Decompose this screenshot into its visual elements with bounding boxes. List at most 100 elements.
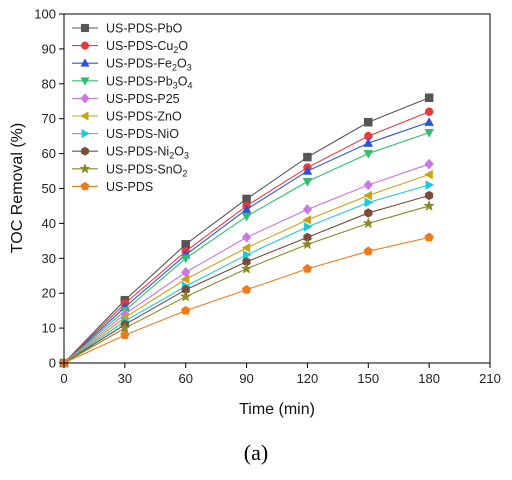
- data-point: [181, 305, 191, 315]
- data-point: [424, 129, 434, 138]
- y-tick-label: 100: [34, 7, 56, 22]
- legend-label-text: US-PDS-Pb: [106, 74, 173, 88]
- legend-marker: [80, 77, 90, 86]
- legend-marker: [80, 41, 90, 50]
- legend-marker: [81, 128, 90, 139]
- data-point: [424, 107, 434, 116]
- data-point: [240, 262, 253, 274]
- data-point: [424, 117, 434, 126]
- data-point: [364, 197, 374, 208]
- x-tick-label: 0: [60, 371, 67, 386]
- data-point: [241, 231, 252, 243]
- legend-item: US-PDS-Cu2O: [72, 39, 188, 55]
- data-point: [363, 138, 374, 147]
- x-tick-label: 150: [357, 371, 379, 386]
- y-tick-label: 70: [42, 111, 56, 126]
- legend-label-text: US-PDS-NiO: [106, 127, 179, 141]
- data-point: [362, 217, 375, 229]
- legend-label-text: US-PDS-P25: [106, 92, 180, 106]
- y-tick-label: 30: [42, 251, 56, 266]
- legend-item: US-PDS: [72, 180, 153, 194]
- data-point: [424, 232, 434, 242]
- x-tick-label: 60: [178, 371, 192, 386]
- data-point: [424, 169, 433, 180]
- data-point: [242, 249, 252, 260]
- series-US-PDS-P25: [59, 158, 434, 369]
- legend-item: US-PDS-SnO2: [72, 162, 187, 178]
- legend-marker: [80, 23, 90, 33]
- data-point: [241, 243, 251, 253]
- legend: US-PDS-PbOUS-PDS-Cu2OUS-PDS-Fe2O3US-PDS-…: [72, 22, 192, 194]
- data-point: [363, 149, 374, 159]
- legend-label-subscript: 3: [173, 80, 178, 90]
- data-point: [120, 330, 130, 340]
- legend-label: US-PDS-NiO: [106, 127, 179, 141]
- legend-label-subscript: 2: [169, 151, 174, 161]
- data-point: [363, 179, 374, 191]
- legend-item: US-PDS-Ni2O3: [72, 145, 189, 161]
- legend-label-text: US-PDS-SnO: [106, 162, 183, 176]
- legend-marker: [79, 162, 91, 174]
- legend-label-subscript: 3: [187, 63, 192, 73]
- series-line: [63, 205, 430, 364]
- legend-marker: [80, 58, 90, 67]
- legend-label-subscript: 3: [184, 151, 189, 161]
- legend-label-text: US-PDS-PbO: [106, 22, 183, 36]
- legend-marker: [80, 181, 90, 191]
- data-point: [179, 290, 192, 302]
- legend-label-text: US-PDS-Cu: [106, 39, 173, 53]
- legend-marker: [80, 93, 90, 104]
- legend-item: US-PDS-Pb3O4: [72, 74, 192, 90]
- legend-item: US-PDS-Fe2O3: [72, 57, 192, 73]
- data-point: [423, 199, 435, 211]
- legend-item: US-PDS-P25: [72, 92, 180, 106]
- series-layer: [58, 93, 435, 369]
- legend-label: US-PDS-Ni2O3: [106, 145, 189, 161]
- legend-label-text: US-PDS-ZnO: [106, 110, 182, 124]
- legend-label: US-PDS-Fe2O3: [106, 57, 192, 73]
- data-point: [302, 204, 313, 215]
- legend-label-text: O: [174, 145, 184, 159]
- data-point: [302, 177, 313, 187]
- y-tick-label: 50: [42, 181, 56, 196]
- legend-label-text: US-PDS-Fe: [106, 57, 172, 71]
- data-point: [363, 246, 373, 256]
- data-point: [180, 254, 191, 264]
- y-tick-label: 20: [42, 286, 56, 301]
- legend-item: US-PDS-ZnO: [72, 110, 182, 124]
- legend-label-subscript: 4: [187, 80, 192, 90]
- legend-item: US-PDS-PbO: [72, 22, 183, 36]
- legend-label-text: O: [178, 74, 188, 88]
- data-point: [364, 117, 373, 127]
- legend-label: US-PDS: [106, 180, 153, 194]
- data-point: [241, 284, 252, 294]
- data-point: [303, 152, 312, 162]
- legend-label-subscript: 2: [182, 168, 187, 178]
- data-point: [180, 274, 190, 285]
- data-point: [302, 165, 313, 175]
- data-point: [302, 215, 312, 225]
- legend-label: US-PDS-Pb3O4: [106, 74, 192, 90]
- legend-label-text: US-PDS: [106, 180, 153, 194]
- data-point: [302, 263, 313, 273]
- y-tick-label: 10: [42, 321, 56, 336]
- data-point: [241, 212, 252, 222]
- series-US-PDS-SnO2: [58, 199, 435, 368]
- y-tick-label: 90: [42, 41, 56, 56]
- data-point: [424, 93, 434, 103]
- data-point: [425, 190, 434, 201]
- x-tick-label: 90: [239, 371, 253, 386]
- data-point: [424, 158, 434, 170]
- legend-label-subscript: 2: [172, 63, 177, 73]
- x-tick-label: 30: [118, 371, 132, 386]
- legend-label: US-PDS-SnO2: [106, 162, 187, 178]
- legend-label-text: O: [177, 57, 187, 71]
- y-axis-title: TOC Removal (%): [9, 123, 26, 253]
- y-tick-label: 40: [42, 216, 56, 231]
- legend-label-subscript: 2: [173, 45, 178, 55]
- x-tick-label: 120: [297, 371, 319, 386]
- legend-label: US-PDS-PbO: [106, 22, 183, 36]
- data-point: [301, 238, 314, 250]
- legend-label-text: O: [178, 39, 188, 53]
- data-point: [425, 180, 435, 190]
